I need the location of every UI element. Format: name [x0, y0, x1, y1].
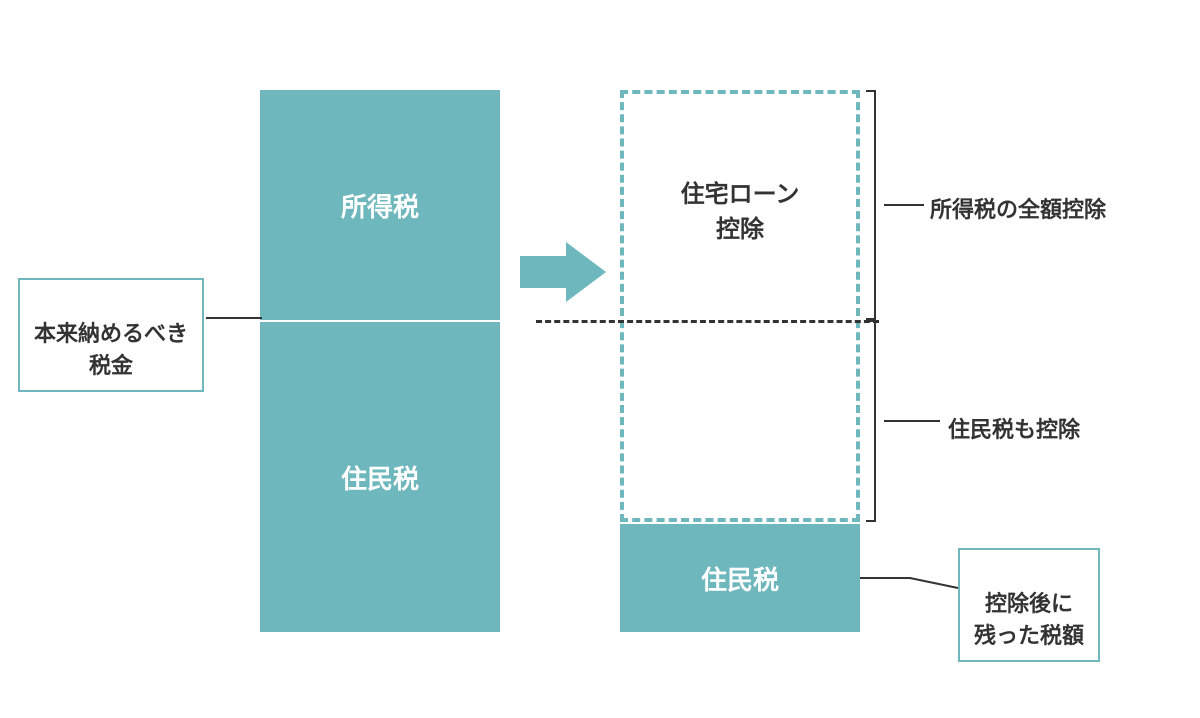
- arrow-icon: [520, 242, 606, 302]
- label-income-full-deduction: 所得税の全額控除: [930, 192, 1106, 224]
- left-resident-tax-label: 住民税: [341, 459, 419, 496]
- bottom-callout-label: 控除後に 残った税額: [974, 591, 1084, 648]
- bracket1-tick: [884, 204, 924, 206]
- bottom-callout-connector: [860, 548, 960, 598]
- label-resident-deduction: 住民税も控除: [948, 412, 1080, 444]
- left-income-tax-block: 所得税: [260, 90, 500, 320]
- bracket-income-deduction: [874, 90, 876, 320]
- left-callout-connector: [206, 310, 262, 326]
- left-callout-label: 本来納めるべき 税金: [34, 321, 188, 378]
- dashed-divider: [536, 320, 879, 323]
- left-callout-box: 本来納めるべき 税金: [18, 278, 204, 392]
- right-resident-remaining-block: 住民税: [620, 524, 860, 632]
- right-deduction-dashed-box: 住宅ローン 控除: [620, 90, 860, 522]
- bracket-resident-deduction: [874, 320, 876, 522]
- right-deduction-label: 住宅ローン 控除: [681, 174, 800, 244]
- left-income-tax-label: 所得税: [341, 187, 419, 224]
- right-resident-remaining-label: 住民税: [701, 560, 779, 597]
- bottom-callout-box: 控除後に 残った税額: [958, 548, 1100, 662]
- bracket2-tick: [884, 420, 940, 422]
- left-resident-tax-block: 住民税: [260, 322, 500, 632]
